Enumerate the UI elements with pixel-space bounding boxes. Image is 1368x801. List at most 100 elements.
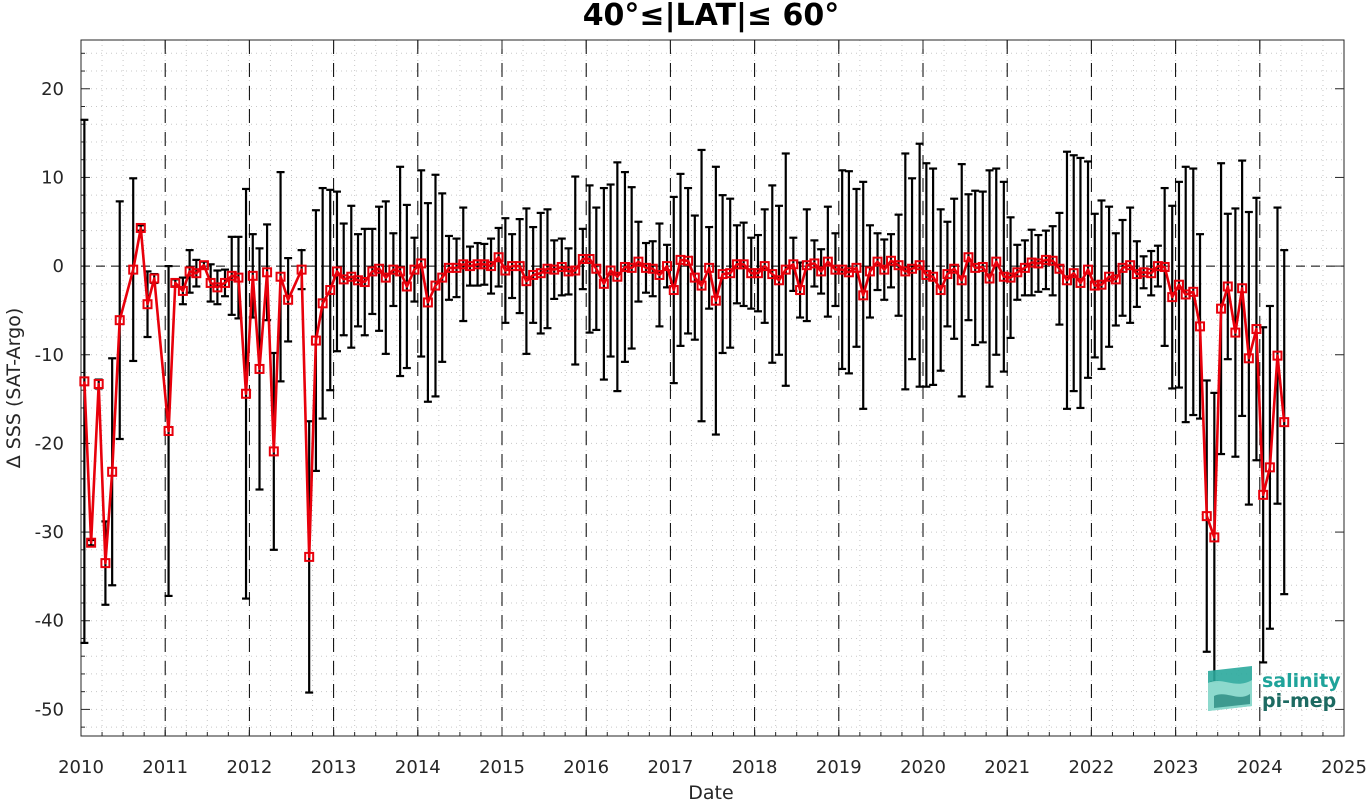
- x-tick-label: 2024: [1237, 757, 1283, 778]
- data-point: [1068, 268, 1079, 279]
- data-point: [570, 265, 581, 276]
- data-point: [1279, 417, 1290, 428]
- data-point: [1026, 257, 1037, 268]
- data-point: [1222, 281, 1233, 292]
- data-point: [752, 268, 763, 279]
- data-point: [731, 259, 742, 270]
- data-point: [788, 259, 799, 270]
- data-point: [1243, 353, 1254, 364]
- x-tick-label: 2013: [311, 757, 357, 778]
- data-point: [1251, 324, 1262, 335]
- data-point: [921, 269, 932, 280]
- y-axis-label: Δ SSS (SAT-Argo): [3, 308, 25, 468]
- x-tick-labels: 2010 2011 2012 2013 2014 2015 2016 2017 2018 2019…: [58, 757, 1367, 778]
- data-point: [647, 263, 658, 274]
- data-point: [1131, 269, 1142, 280]
- data-point: [486, 261, 497, 272]
- data-point: [254, 363, 265, 374]
- x-tick-label: 2010: [58, 757, 104, 778]
- data-point: [331, 266, 342, 277]
- data-point: [422, 297, 433, 308]
- data-point: [1216, 303, 1227, 314]
- data-point: [774, 275, 785, 286]
- data-point: [367, 266, 378, 277]
- data-point: [963, 252, 974, 263]
- data-point: [128, 264, 139, 275]
- data-point: [1195, 321, 1206, 332]
- data-point: [984, 273, 995, 284]
- series-markers: [79, 222, 1290, 569]
- data-point: [893, 260, 904, 271]
- data-point: [710, 295, 721, 306]
- x-tick-label: 2012: [226, 757, 272, 778]
- data-point: [914, 260, 925, 271]
- data-point: [79, 376, 90, 387]
- x-tick-label: 2014: [395, 757, 441, 778]
- data-point: [612, 271, 623, 282]
- data-point: [1237, 283, 1248, 294]
- data-point: [872, 256, 883, 267]
- data-point: [795, 285, 806, 296]
- data-point: [1209, 532, 1220, 543]
- data-point: [226, 270, 237, 281]
- data-point: [395, 266, 406, 277]
- data-point: [584, 253, 595, 264]
- data-point: [640, 262, 651, 273]
- data-point: [1173, 279, 1184, 290]
- salinity-pi-mep-logo: salinity pi-mep: [1208, 666, 1341, 712]
- data-point: [1005, 272, 1016, 283]
- logo-line2: pi-mep: [1262, 690, 1336, 712]
- data-point: [262, 267, 273, 278]
- x-tick-label: 2018: [732, 757, 778, 778]
- chart-title: 40°≤|LAT|≤ 60°: [583, 0, 840, 33]
- data-point: [759, 261, 770, 272]
- data-point: [879, 264, 890, 275]
- data-point: [689, 272, 700, 283]
- data-point: [472, 259, 483, 270]
- data-point: [1047, 255, 1058, 266]
- data-point: [191, 268, 202, 279]
- data-point: [317, 298, 328, 309]
- data-point: [437, 272, 448, 283]
- data-point: [591, 263, 602, 274]
- data-point: [654, 269, 665, 280]
- data-point: [816, 266, 827, 277]
- data-point: [416, 258, 427, 269]
- data-point: [809, 258, 820, 269]
- data-point: [662, 261, 673, 272]
- data-point: [247, 270, 258, 281]
- data-point: [170, 277, 181, 288]
- data-point: [1167, 292, 1178, 303]
- data-point: [409, 264, 420, 275]
- data-point: [626, 262, 637, 273]
- x-tick-label: 2011: [142, 757, 188, 778]
- data-point: [1054, 263, 1065, 274]
- data-point: [1264, 462, 1275, 473]
- wave-logo-icon-shade: [1214, 694, 1250, 708]
- data-point: [1201, 511, 1212, 522]
- data-point: [184, 266, 195, 277]
- data-point: [107, 466, 118, 477]
- data-point: [1258, 489, 1269, 500]
- data-point: [458, 259, 469, 270]
- data-point: [746, 268, 757, 279]
- data-point: [858, 290, 869, 301]
- data-point: [542, 263, 553, 274]
- data-point: [479, 259, 490, 270]
- data-point: [283, 294, 294, 305]
- data-point: [163, 426, 174, 437]
- data-point: [851, 262, 862, 273]
- data-point: [1019, 262, 1030, 273]
- data-point: [977, 261, 988, 272]
- data-point: [949, 263, 960, 274]
- data-point: [268, 446, 279, 457]
- errorbars: [80, 118, 1289, 694]
- y-tick-label: -30: [35, 522, 64, 543]
- data-point: [177, 285, 188, 296]
- data-point: [304, 551, 315, 562]
- data-point: [430, 280, 441, 291]
- data-point: [1083, 264, 1094, 275]
- data-point: [998, 271, 1009, 282]
- x-tick-label: 2025: [1321, 757, 1367, 778]
